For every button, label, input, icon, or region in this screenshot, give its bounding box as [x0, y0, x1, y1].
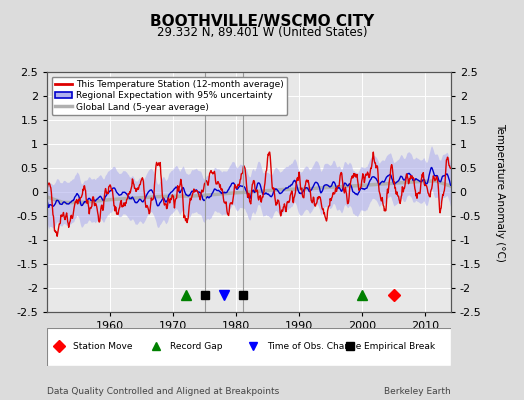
Legend: This Temperature Station (12-month average), Regional Expectation with 95% uncer: This Temperature Station (12-month avera… [52, 76, 287, 115]
Text: Record Gap: Record Gap [170, 342, 223, 351]
Text: Time of Obs. Change: Time of Obs. Change [267, 342, 362, 351]
Text: Berkeley Earth: Berkeley Earth [384, 387, 451, 396]
FancyBboxPatch shape [47, 328, 451, 366]
Text: 29.332 N, 89.401 W (United States): 29.332 N, 89.401 W (United States) [157, 26, 367, 39]
Text: BOOTHVILLE/WSCMO CITY: BOOTHVILLE/WSCMO CITY [150, 14, 374, 29]
Text: Empirical Break: Empirical Break [364, 342, 435, 351]
Y-axis label: Temperature Anomaly (°C): Temperature Anomaly (°C) [495, 122, 505, 262]
Text: Data Quality Controlled and Aligned at Breakpoints: Data Quality Controlled and Aligned at B… [47, 387, 279, 396]
Text: Station Move: Station Move [73, 342, 133, 351]
